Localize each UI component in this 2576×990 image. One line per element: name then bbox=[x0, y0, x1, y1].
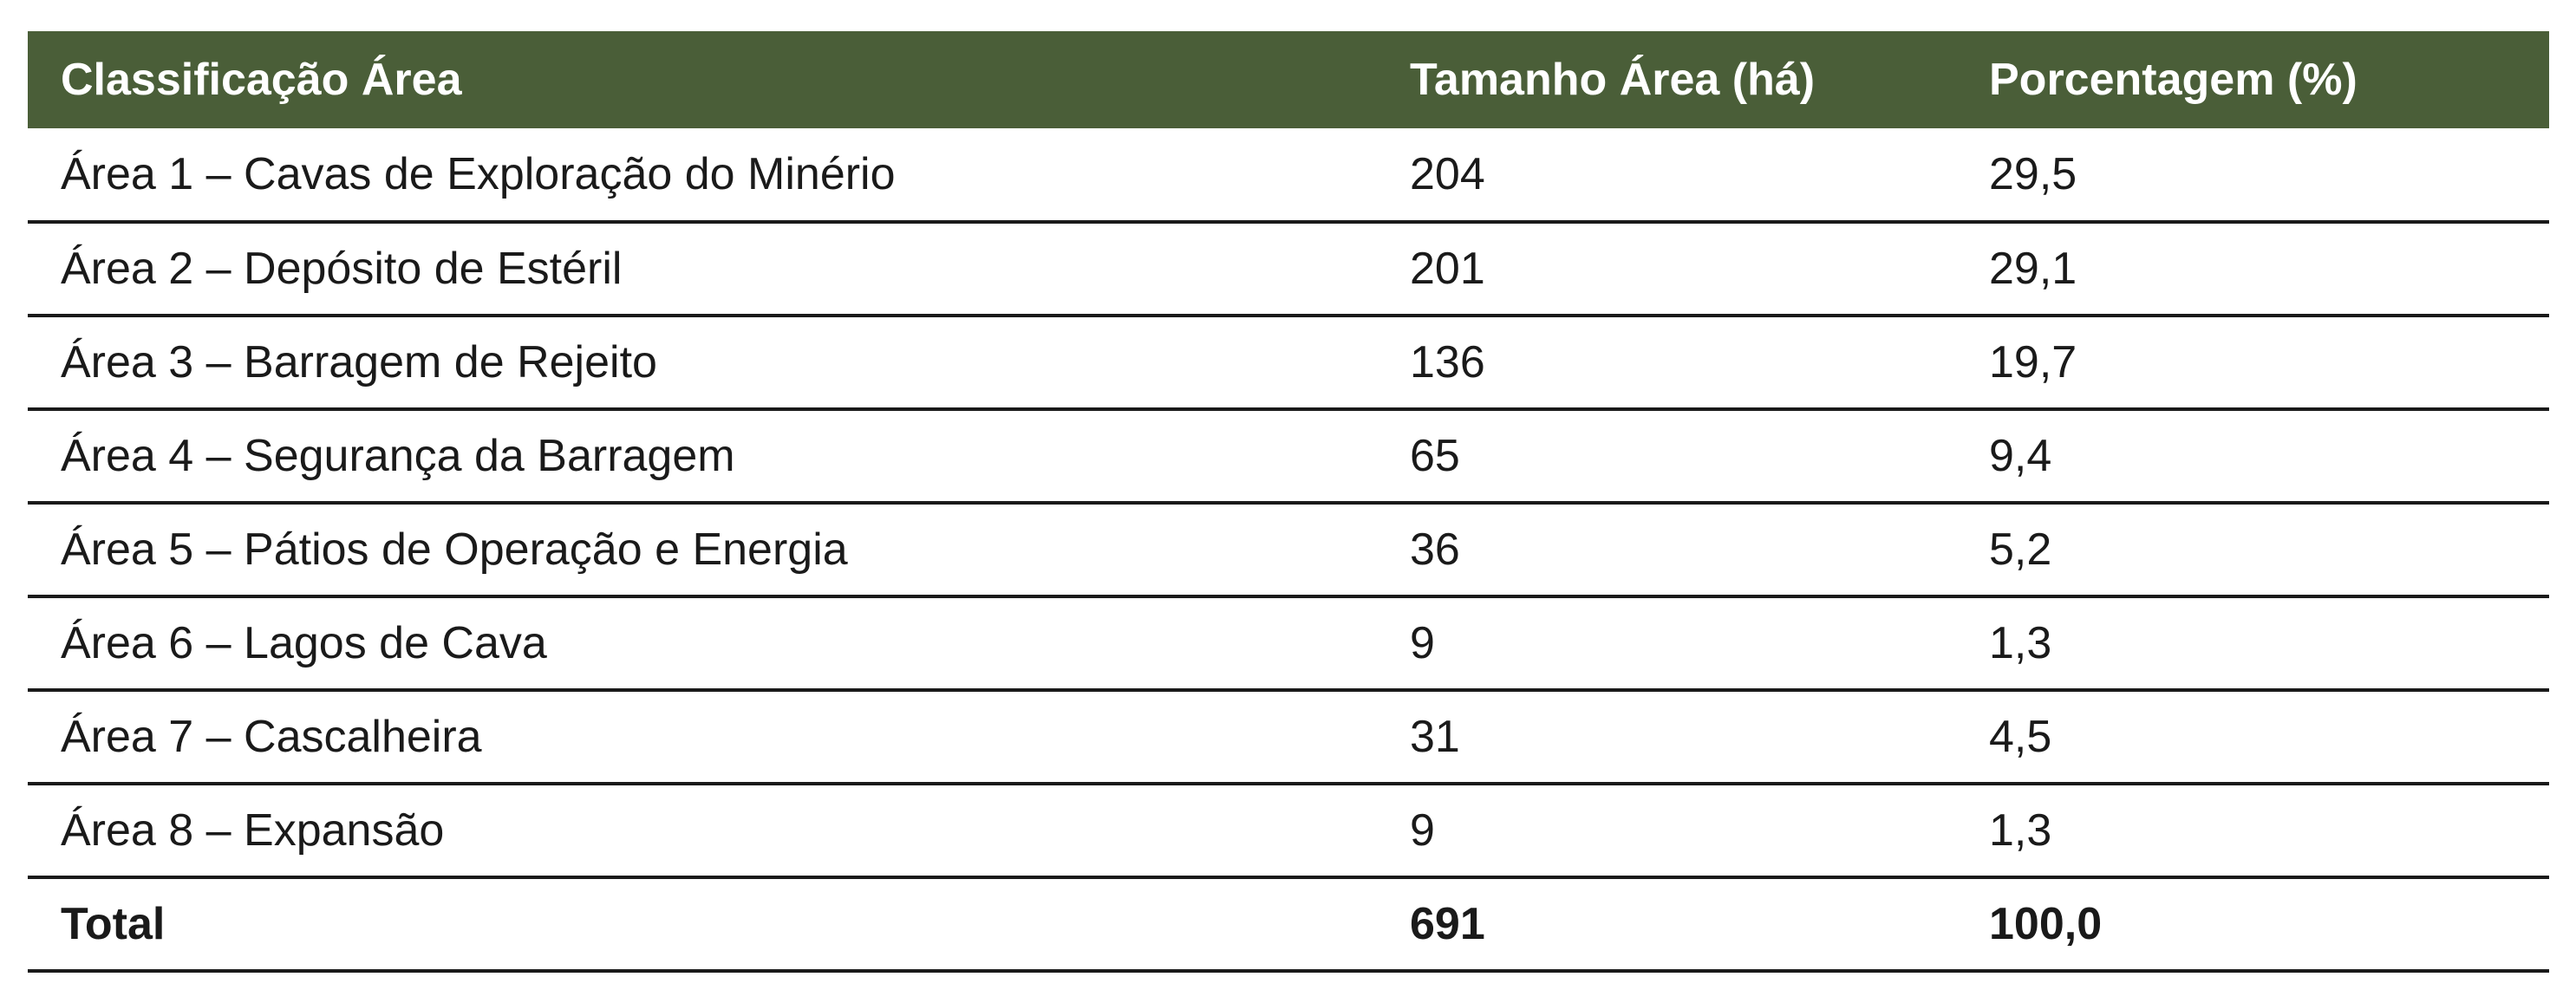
table-body: Área 1 – Cavas de Exploração do Minério … bbox=[28, 128, 2549, 973]
cell-porcentagem: 4,5 bbox=[1968, 690, 2549, 785]
table-row: Área 6 – Lagos de Cava 9 1,3 bbox=[28, 596, 2549, 692]
cell-classificacao: Área 1 – Cavas de Exploração do Minério bbox=[28, 128, 1389, 224]
total-row: Total 691 100,0 bbox=[28, 877, 2549, 973]
cell-classificacao: Área 5 – Pátios de Operação e Energia bbox=[28, 503, 1389, 598]
cell-classificacao: Área 6 – Lagos de Cava bbox=[28, 596, 1389, 692]
total-label: Total bbox=[28, 877, 1389, 973]
cell-tamanho: 36 bbox=[1389, 503, 1968, 598]
area-classification-table-container: Classificação Área Tamanho Área (há) Por… bbox=[28, 31, 2549, 973]
cell-tamanho: 136 bbox=[1389, 316, 1968, 411]
cell-classificacao: Área 8 – Expansão bbox=[28, 784, 1389, 879]
header-classificacao: Classificação Área bbox=[61, 55, 462, 105]
total-tamanho: 691 bbox=[1389, 877, 1968, 973]
table-header: Classificação Área Tamanho Área (há) Por… bbox=[28, 31, 2549, 128]
cell-porcentagem: 19,7 bbox=[1968, 316, 2549, 411]
table-row: Área 2 – Depósito de Estéril 201 29,1 bbox=[28, 222, 2549, 317]
cell-classificacao: Área 4 – Segurança da Barragem bbox=[28, 409, 1389, 505]
cell-porcentagem: 1,3 bbox=[1968, 596, 2549, 692]
cell-porcentagem: 29,1 bbox=[1968, 222, 2549, 317]
header-tamanho: Tamanho Área (há) bbox=[1410, 55, 1816, 105]
area-classification-table: Classificação Área Tamanho Área (há) Por… bbox=[28, 31, 2549, 973]
header-porcentagem: Porcentagem (%) bbox=[1989, 55, 2358, 105]
header-row: Classificação Área Tamanho Área (há) Por… bbox=[28, 31, 2549, 128]
cell-porcentagem: 29,5 bbox=[1968, 128, 2549, 224]
cell-tamanho: 65 bbox=[1389, 409, 1968, 505]
total-porcentagem: 100,0 bbox=[1968, 877, 2549, 973]
cell-tamanho: 204 bbox=[1389, 128, 1968, 224]
table-row: Área 8 – Expansão 9 1,3 bbox=[28, 784, 2549, 879]
table-row: Área 3 – Barragem de Rejeito 136 19,7 bbox=[28, 316, 2549, 411]
table-row: Área 5 – Pátios de Operação e Energia 36… bbox=[28, 503, 2549, 598]
cell-classificacao: Área 3 – Barragem de Rejeito bbox=[28, 316, 1389, 411]
cell-classificacao: Área 2 – Depósito de Estéril bbox=[28, 222, 1389, 317]
table-row: Área 4 – Segurança da Barragem 65 9,4 bbox=[28, 409, 2549, 505]
cell-porcentagem: 1,3 bbox=[1968, 784, 2549, 879]
cell-classificacao: Área 7 – Cascalheira bbox=[28, 690, 1389, 785]
cell-tamanho: 201 bbox=[1389, 222, 1968, 317]
cell-porcentagem: 5,2 bbox=[1968, 503, 2549, 598]
table-row: Área 7 – Cascalheira 31 4,5 bbox=[28, 690, 2549, 785]
cell-tamanho: 9 bbox=[1389, 784, 1968, 879]
cell-tamanho: 31 bbox=[1389, 690, 1968, 785]
cell-porcentagem: 9,4 bbox=[1968, 409, 2549, 505]
table-row: Área 1 – Cavas de Exploração do Minério … bbox=[28, 128, 2549, 224]
cell-tamanho: 9 bbox=[1389, 596, 1968, 692]
